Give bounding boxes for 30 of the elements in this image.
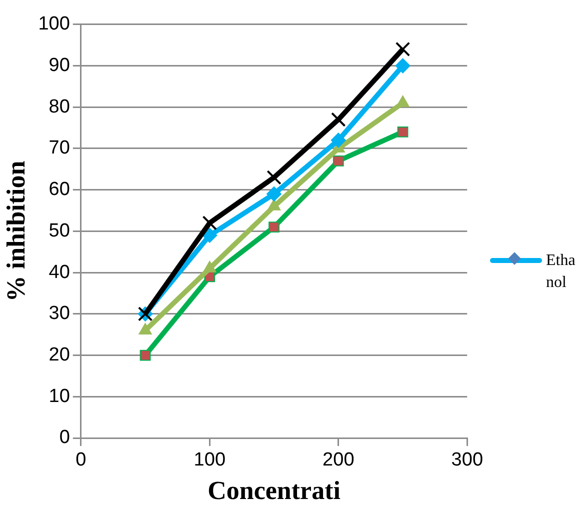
y-tick-label: 60 [48, 179, 70, 200]
point [266, 170, 282, 185]
point [202, 228, 218, 243]
point [397, 126, 408, 138]
point [395, 42, 410, 57]
x-tick-label: 300 [451, 450, 483, 471]
point [330, 132, 346, 148]
y-tick-label: 100 [38, 14, 70, 35]
point [332, 155, 344, 166]
y-tick-label: 20 [48, 344, 70, 366]
point [331, 112, 346, 127]
x-tick-label: 200 [322, 450, 354, 471]
point [140, 350, 151, 361]
point [202, 216, 218, 230]
x-axis-title: Concentrati [208, 476, 340, 506]
y-axis-title: % inhibition [1, 160, 30, 302]
x-tick-label: 100 [194, 450, 226, 471]
x-tick-label: 0 [76, 450, 86, 471]
y-tick-label: 50 [48, 220, 70, 242]
y-tick-label: 40 [48, 262, 70, 283]
y-tick-label: 70 [48, 138, 70, 159]
point [266, 186, 282, 202]
y-tick-label: 90 [48, 54, 70, 76]
y-tick-label: 0 [59, 427, 70, 448]
y-tick-label: 30 [48, 303, 70, 324]
point [268, 222, 280, 233]
legend-label: Ethanol [546, 251, 576, 293]
y-tick-label: 10 [48, 386, 70, 407]
point [395, 58, 410, 74]
y-tick-label: 80 [48, 96, 70, 118]
